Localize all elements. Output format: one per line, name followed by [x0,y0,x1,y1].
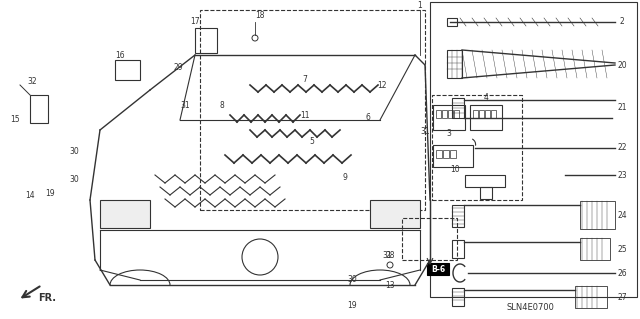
Bar [433,105,465,130]
Bar [580,238,610,260]
Bar [200,10,425,210]
Bar [447,18,457,26]
Text: 12: 12 [377,80,387,90]
Bar [450,150,456,158]
Text: 8: 8 [220,100,225,109]
Bar [448,110,453,118]
Bar [443,150,449,158]
Bar [432,95,522,200]
Text: 25: 25 [617,244,627,254]
Bar [370,200,420,228]
Bar [436,110,441,118]
Text: 30: 30 [347,276,357,285]
Text: 5: 5 [310,137,314,146]
Bar [452,205,464,227]
Text: SLN4E0700: SLN4E0700 [506,303,554,313]
Text: 2: 2 [620,18,625,26]
Bar [30,95,48,123]
Bar [100,200,150,228]
Text: 32: 32 [27,78,37,86]
Text: 1: 1 [418,2,422,11]
Text: 24: 24 [617,211,627,219]
Text: 3: 3 [447,129,451,137]
Bar [427,263,449,275]
Text: 14: 14 [25,190,35,199]
Text: 22: 22 [617,144,627,152]
Text: 6: 6 [365,113,371,122]
Bar [479,110,484,118]
Text: 23: 23 [617,170,627,180]
Text: 31: 31 [180,100,190,109]
Text: 26: 26 [617,269,627,278]
Bar [452,288,464,306]
Text: 18: 18 [255,11,265,20]
Text: 29: 29 [173,63,183,72]
Bar [465,175,505,187]
Bar [580,201,615,229]
Text: 16: 16 [115,50,125,60]
Bar [452,98,464,118]
Bar [452,240,464,258]
Text: 27: 27 [617,293,627,301]
Text: 11: 11 [300,110,310,120]
Bar [402,218,457,260]
Bar [436,150,442,158]
Text: 30: 30 [69,147,79,157]
Text: 13: 13 [385,280,395,290]
Text: 17: 17 [190,18,200,26]
Text: FR.: FR. [38,293,56,303]
Bar [485,110,490,118]
Bar [473,110,478,118]
Text: 10: 10 [450,166,460,174]
Text: 31: 31 [382,250,392,259]
Bar [470,105,502,130]
Bar [442,110,447,118]
Text: 30: 30 [69,175,79,184]
Bar [195,28,217,53]
Bar [115,60,140,80]
Bar [480,187,492,199]
Bar [454,110,459,118]
Bar [433,145,473,167]
Text: 9: 9 [342,173,348,182]
Text: 21: 21 [617,103,627,113]
Text: 7: 7 [303,76,307,85]
Text: 28: 28 [385,250,395,259]
Text: 19: 19 [45,189,55,197]
Bar [447,50,462,78]
Bar [575,286,607,308]
Text: 4: 4 [484,93,488,102]
Text: 20: 20 [617,61,627,70]
Text: 15: 15 [10,115,20,124]
Text: 19: 19 [347,300,357,309]
Text: 31: 31 [420,128,430,137]
Bar [491,110,496,118]
Text: B-6: B-6 [431,265,445,275]
Bar [430,2,637,297]
